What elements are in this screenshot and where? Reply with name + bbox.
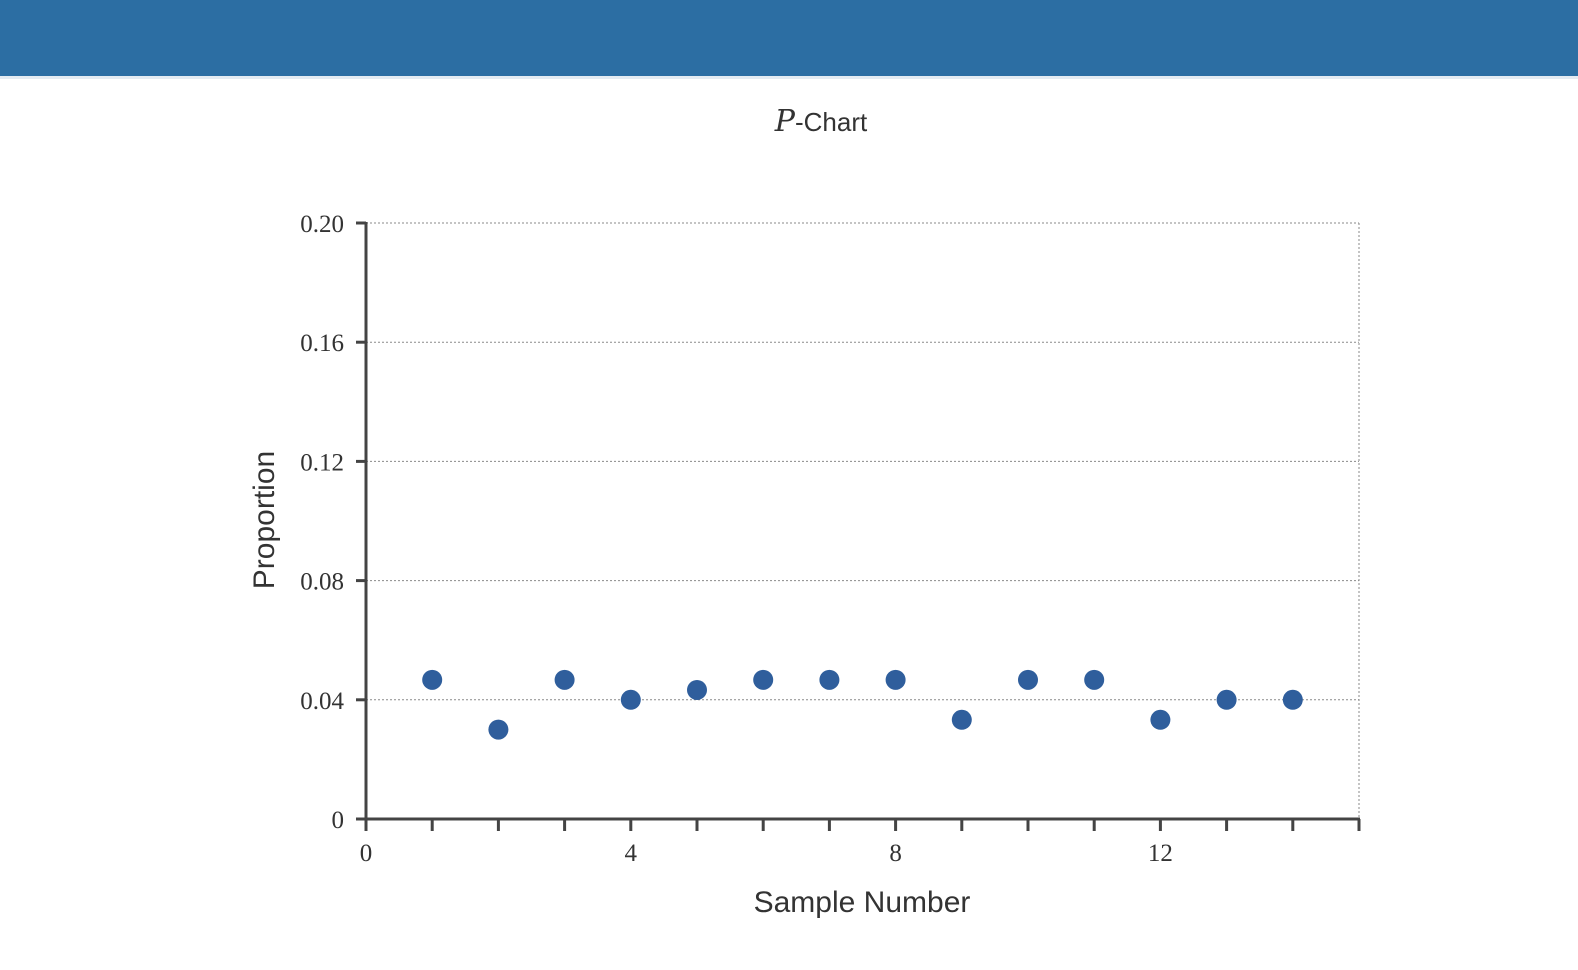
data-point	[620, 689, 641, 710]
chart-title: P-Chart	[774, 104, 868, 139]
gridlines	[366, 222, 1360, 819]
y-tick-label: 0	[332, 807, 345, 834]
data-point	[554, 669, 575, 690]
y-tick-label: 0.04	[300, 688, 344, 715]
y-axis-title: Proportion	[248, 451, 281, 589]
data-point	[1216, 689, 1237, 710]
data-point	[488, 719, 509, 740]
y-tick-label: 0.08	[300, 569, 344, 596]
data-point	[951, 709, 972, 730]
data-point	[422, 669, 443, 690]
axes: 0 0.04 0.08 0.12 0.16 0.20 0 4 8 12	[300, 211, 1361, 867]
data-point	[885, 669, 906, 690]
data-points	[422, 669, 1303, 740]
x-axis-title: Sample Number	[754, 886, 971, 919]
top-header-bar	[0, 0, 1578, 79]
data-point	[1018, 669, 1038, 690]
data-point	[1084, 669, 1105, 690]
chart-title-rest: -Chart	[795, 107, 868, 137]
data-point	[1150, 709, 1171, 730]
x-tick-label: 0	[360, 840, 373, 867]
y-tick-label: 0.20	[300, 211, 344, 238]
data-point	[687, 679, 707, 700]
y-tick-label: 0.16	[300, 330, 344, 357]
x-tick-label: 4	[625, 840, 638, 867]
x-tick-label: 8	[889, 840, 902, 867]
data-point	[1282, 689, 1303, 710]
chart-title-italic: P	[774, 104, 796, 139]
data-point	[819, 669, 840, 690]
y-tick-label: 0.12	[300, 449, 344, 476]
x-tick-label: 12	[1148, 840, 1173, 867]
data-point	[753, 669, 774, 690]
